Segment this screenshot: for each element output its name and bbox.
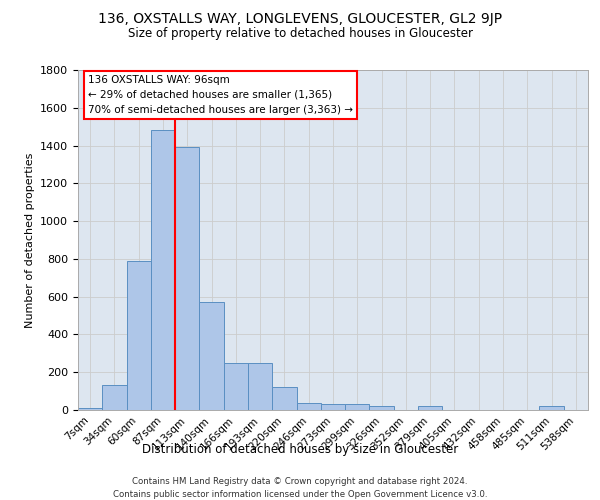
Text: Contains public sector information licensed under the Open Government Licence v3: Contains public sector information licen… — [113, 490, 487, 499]
Bar — [224, 363, 248, 410]
Text: 136 OXSTALLS WAY: 96sqm
← 29% of detached houses are smaller (1,365)
70% of semi: 136 OXSTALLS WAY: 96sqm ← 29% of detache… — [88, 75, 353, 114]
Bar — [345, 404, 370, 410]
Bar — [199, 302, 224, 410]
Text: 136, OXSTALLS WAY, LONGLEVENS, GLOUCESTER, GL2 9JP: 136, OXSTALLS WAY, LONGLEVENS, GLOUCESTE… — [98, 12, 502, 26]
Bar — [296, 404, 321, 410]
Bar — [151, 130, 175, 410]
Text: Size of property relative to detached houses in Gloucester: Size of property relative to detached ho… — [128, 28, 473, 40]
Bar — [370, 406, 394, 410]
Text: Distribution of detached houses by size in Gloucester: Distribution of detached houses by size … — [142, 442, 458, 456]
Bar — [272, 388, 296, 410]
Bar — [102, 386, 127, 410]
Bar — [321, 404, 345, 410]
Bar — [78, 408, 102, 410]
Bar — [127, 261, 151, 410]
Bar — [175, 148, 199, 410]
Text: Contains HM Land Registry data © Crown copyright and database right 2024.: Contains HM Land Registry data © Crown c… — [132, 478, 468, 486]
Y-axis label: Number of detached properties: Number of detached properties — [25, 152, 35, 328]
Bar — [248, 363, 272, 410]
Bar — [418, 406, 442, 410]
Bar — [539, 406, 564, 410]
